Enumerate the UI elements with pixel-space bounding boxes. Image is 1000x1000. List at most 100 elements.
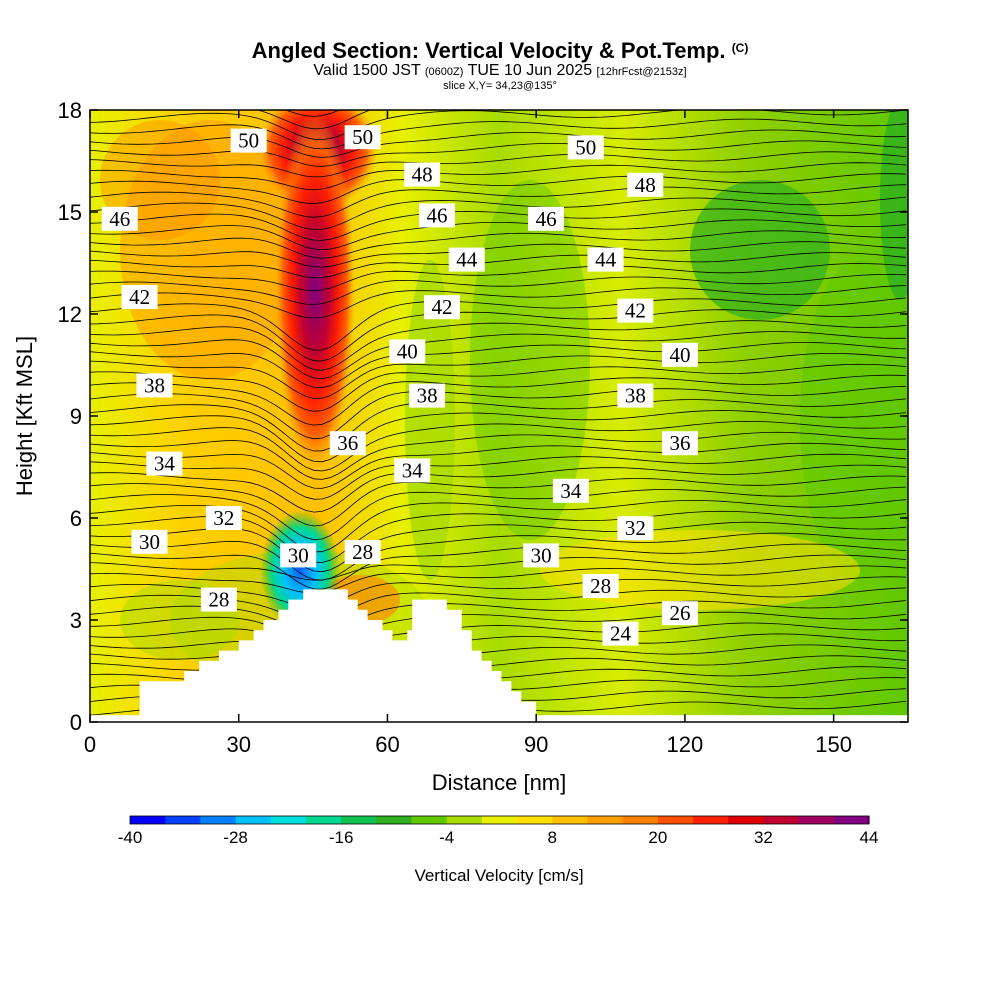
colorbar-swatch	[517, 816, 553, 824]
contour-label-text: 30	[531, 543, 552, 567]
theta-contour	[90, 331, 907, 380]
contour-label: 46	[419, 203, 456, 228]
theta-contour	[90, 241, 907, 268]
contour-label: 42	[121, 285, 158, 309]
terrain-mask	[90, 589, 908, 722]
theta-contour	[90, 420, 907, 472]
theta-contour	[90, 410, 907, 463]
contour-label: 46	[528, 206, 565, 231]
theta-contour	[90, 486, 907, 541]
colorbar-swatch	[693, 816, 729, 824]
colorbar-swatch	[376, 816, 413, 824]
colorbar-swatch	[481, 816, 518, 824]
theta-contour	[90, 230, 907, 259]
theta-contour	[90, 151, 907, 178]
contour-label-text: 38	[417, 384, 438, 408]
contour-label-text: 30	[288, 543, 309, 567]
contour-label-text: 42	[431, 295, 452, 319]
contour-label-text: 50	[575, 135, 596, 159]
contour-label-text: 34	[402, 458, 424, 482]
theta-contour	[90, 173, 907, 205]
contour-label-text: 32	[625, 516, 646, 540]
x-axis-ticks: 0 30 60 90 120 150	[84, 110, 852, 757]
contour-label: 30	[280, 543, 317, 568]
colorbar-swatch	[622, 816, 659, 824]
colorbar-swatch	[200, 816, 237, 824]
contour-label: 46	[101, 206, 138, 231]
theta-contour	[90, 611, 907, 644]
contour-label: 32	[205, 506, 242, 530]
colorbar-swatch	[763, 816, 800, 824]
y-tick-label: 15	[58, 200, 82, 225]
theta-contour	[90, 353, 907, 399]
theta-contour	[90, 273, 907, 305]
contour-label: 38	[136, 373, 173, 398]
contour-label: 30	[523, 543, 560, 568]
colorbar-swatch	[165, 816, 201, 824]
colorbar-frame	[129, 815, 870, 825]
terrain-shape	[90, 589, 537, 722]
theta-contour	[90, 263, 907, 292]
colorbar: -40 -28 -16 -4 8 20 32 44	[118, 815, 879, 847]
contour-label-text: 44	[456, 248, 478, 272]
contour-label: 40	[661, 342, 698, 367]
contour-label-text: 28	[208, 588, 229, 612]
contour-label: 50	[230, 128, 267, 153]
y-tick-label: 9	[70, 404, 82, 429]
contour-label-text: 40	[669, 343, 690, 367]
colorbar-tick-label: 44	[860, 828, 879, 847]
contour-label-text: 46	[536, 207, 557, 231]
colorbar-tick-label: 32	[754, 828, 773, 847]
colorbar-tick-label: -40	[118, 828, 143, 847]
contour-label-text: 34	[154, 452, 176, 476]
theta-contour	[90, 398, 907, 452]
contour-label-text: 28	[352, 540, 373, 564]
theta-contour	[90, 140, 907, 167]
theta-contour	[90, 374, 907, 426]
contour-label: 34	[552, 478, 589, 503]
contour-label-text: 34	[560, 479, 582, 503]
theta-contour	[90, 342, 907, 389]
contour-label-text: 32	[213, 506, 234, 530]
y-tick-label: 12	[58, 302, 82, 327]
colorbar-swatch	[446, 816, 483, 824]
contour-label: 48	[627, 172, 664, 197]
colorbar-tick-label: -16	[329, 828, 354, 847]
theta-contour	[90, 118, 907, 150]
theta-contour	[90, 184, 907, 218]
contour-label: 28	[200, 587, 237, 612]
contour-label-text: 24	[610, 622, 632, 646]
contour-label: 38	[409, 383, 446, 408]
y-tick-label: 0	[70, 710, 82, 735]
theta-contour	[90, 297, 907, 351]
contour-label-text: 50	[352, 125, 373, 149]
contour-label-text: 30	[139, 530, 160, 554]
colorbar-swatch	[587, 816, 624, 824]
contour-label: 48	[404, 162, 441, 187]
contour-label: 38	[617, 383, 654, 408]
contour-label: 36	[329, 431, 366, 456]
contour-label: 34	[394, 458, 431, 483]
theta-contour	[90, 633, 907, 662]
theta-contour	[90, 431, 907, 480]
contour-label: 42	[423, 295, 460, 320]
theta-contour	[90, 385, 907, 440]
contour-label: 40	[389, 339, 426, 364]
contour-label-text: 26	[669, 601, 690, 625]
x-tick-label: 90	[524, 732, 548, 757]
theta-contour	[90, 320, 907, 371]
contour-label: 28	[582, 574, 619, 598]
contour-label-text: 36	[337, 431, 358, 455]
theta-contour	[90, 363, 907, 412]
contour-label: 32	[617, 516, 654, 541]
theta-contour	[90, 475, 907, 527]
theta-contour	[90, 532, 907, 581]
ground-strip	[90, 715, 908, 722]
y-tick-label: 6	[70, 506, 82, 531]
contour-label-text: 50	[238, 129, 259, 153]
theta-contour	[90, 129, 907, 158]
contour-label: 50	[344, 125, 381, 150]
